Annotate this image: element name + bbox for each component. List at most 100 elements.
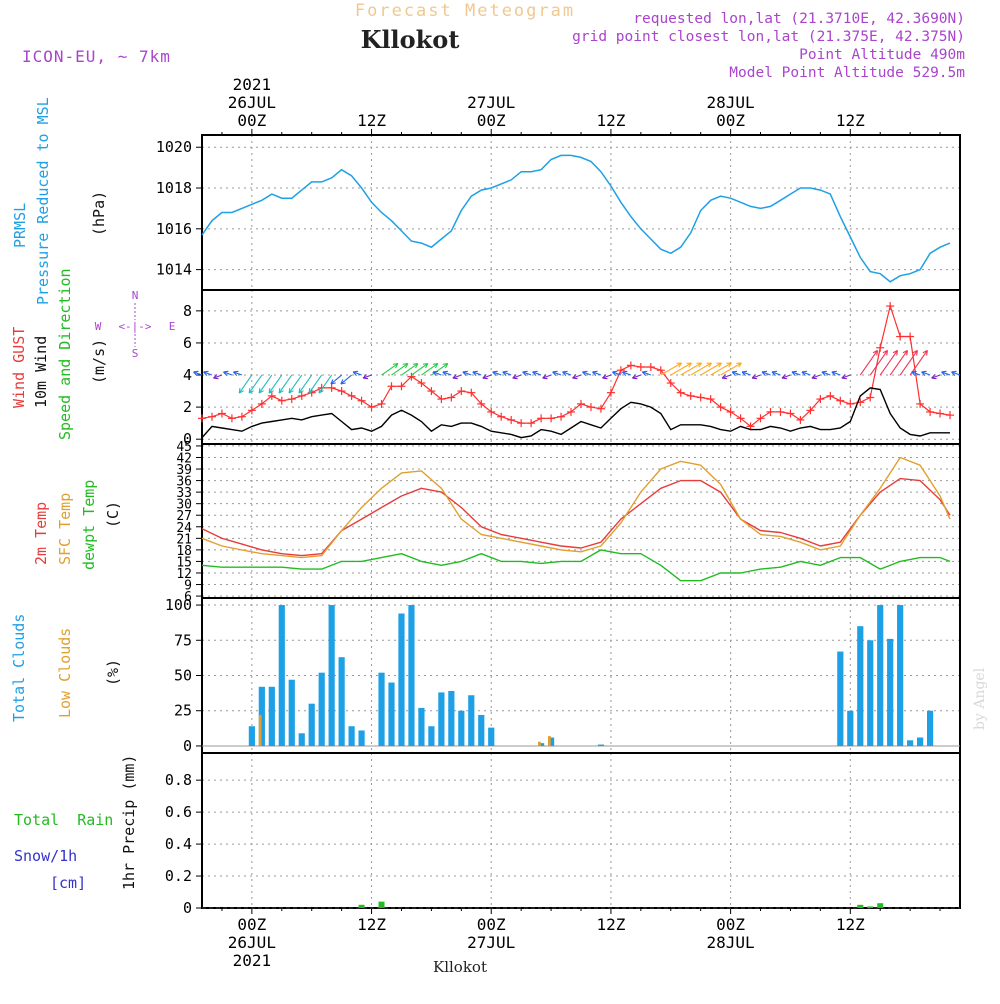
total-cloud-bar	[837, 652, 843, 746]
wind-arrow-head	[622, 371, 627, 372]
rain-bar	[867, 906, 873, 908]
wind-arrow-head	[503, 371, 508, 372]
total-cloud-bar	[289, 680, 295, 746]
total-cloud-bar	[897, 605, 903, 746]
wind-arrow	[681, 363, 702, 375]
pressure-ytick-label: 1016	[156, 220, 192, 238]
wind-arrow	[711, 363, 732, 375]
wind-arrow-head	[742, 371, 747, 372]
wind-arrow-head	[952, 371, 957, 372]
rain-bar	[877, 903, 883, 908]
wind-arrow-head	[772, 371, 777, 372]
wind-arrow-head	[223, 371, 228, 372]
wind-arrow	[392, 364, 408, 375]
wind-arrow-head	[473, 371, 478, 372]
wind-arrow-head	[812, 378, 817, 379]
top-time-label: 12Z	[836, 111, 865, 130]
clouds-ytick-label: 25	[174, 702, 192, 720]
model-label: ICON-EU, ~ 7km	[22, 47, 171, 66]
model-altitude: Model Point Altitude 529.5m	[729, 65, 965, 81]
wind-arrow-head	[632, 378, 637, 379]
compass-w: W	[95, 320, 102, 333]
wind-arrow-head	[483, 378, 488, 379]
bottom-time-label: 26JUL	[228, 933, 276, 952]
total-cloud-bar	[319, 673, 325, 746]
wind-arrow	[671, 363, 692, 375]
compass-arrows: <-|->	[118, 320, 151, 333]
wind-arrow-head	[353, 371, 358, 372]
cloud-label-low: Low Clouds	[56, 628, 74, 718]
top-time-label: 00Z	[237, 111, 266, 130]
total-cloud-bar	[907, 740, 913, 746]
precip-labels: Total Rain Snow/1h [cm] 1hr Precip (mm)	[14, 755, 138, 892]
total-cloud-bar	[279, 605, 285, 746]
wind-arrow	[411, 364, 427, 375]
total-cloud-bar	[927, 711, 933, 746]
rain-bar	[379, 902, 385, 908]
point-altitude: Point Altitude 490m	[799, 47, 965, 63]
wind-arrow-head	[782, 378, 787, 379]
location-title: Kllokot	[361, 25, 460, 54]
compass-n: N	[132, 289, 139, 302]
wind-line	[202, 388, 950, 438]
wind-arrow-head	[592, 371, 597, 372]
total-cloud-bar	[388, 683, 394, 746]
wind-arrow-head	[732, 371, 737, 372]
temp-ytick-label: 45	[176, 440, 192, 455]
total-cloud-bar	[598, 745, 604, 746]
bottom-time-label: 12Z	[357, 915, 386, 934]
low-cloud-bar	[538, 742, 541, 746]
wind-arrow-head	[433, 371, 438, 372]
clouds-ytick-label: 75	[174, 631, 192, 649]
wind-ytick-label: 4	[183, 366, 192, 384]
top-time-label: 00Z	[477, 111, 506, 130]
wind-arrow-head	[493, 371, 498, 372]
wind-arrow-head	[802, 371, 807, 372]
pressure-label-2: Pressure Reduced to MSL	[34, 97, 52, 305]
top-time-label: 2021	[233, 75, 272, 94]
total-cloud-bar	[358, 730, 364, 746]
precip-label-rain: Total Rain	[14, 811, 113, 829]
wind-direction-arrows	[194, 350, 960, 393]
bottom-time-label: 28JUL	[707, 933, 755, 952]
total-cloud-bar	[269, 687, 275, 746]
total-cloud-bar	[847, 711, 853, 746]
wind-arrow-head	[443, 364, 448, 365]
total-cloud-bar	[877, 605, 883, 746]
total-cloud-bar	[309, 704, 315, 746]
wind-arrow-head	[543, 378, 548, 379]
wind-arrow-head	[433, 364, 438, 365]
wind-ytick-label: 6	[183, 334, 192, 352]
total-cloud-bar	[887, 639, 893, 746]
precip-label-cm: [cm]	[50, 874, 86, 892]
total-cloud-bar	[408, 605, 414, 746]
total-cloud-bar	[857, 626, 863, 746]
temp-labels: 2m Temp SFC Temp dewpt Temp (C)	[32, 480, 122, 570]
wind-arrow-head	[213, 378, 218, 379]
cloud-unit: (%)	[104, 659, 122, 686]
pressure-ytick-label: 1014	[156, 261, 192, 279]
cloud-labels: Total Clouds Low Clouds (%)	[10, 614, 122, 722]
total-cloud-bar	[458, 711, 464, 746]
wind-arrow-head	[792, 371, 797, 372]
bottom-time-label: 00Z	[477, 915, 506, 934]
wind-arrow-head	[443, 371, 448, 372]
temp-frame	[202, 444, 960, 598]
precip-frame	[202, 753, 960, 908]
total-cloud-bar	[488, 728, 494, 746]
total-cloud-bar	[428, 726, 434, 746]
rain-bar	[857, 905, 863, 908]
wind-arrow-head	[463, 371, 468, 372]
wind-arrow	[401, 364, 417, 375]
total-cloud-bar	[249, 726, 255, 746]
total-cloud-bar	[299, 733, 305, 746]
wind-arrow-head	[563, 371, 568, 372]
pressure-ytick-label: 1018	[156, 179, 192, 197]
rain-bar	[359, 905, 365, 908]
wind-arrow	[701, 363, 722, 375]
total-cloud-bar	[867, 640, 873, 746]
